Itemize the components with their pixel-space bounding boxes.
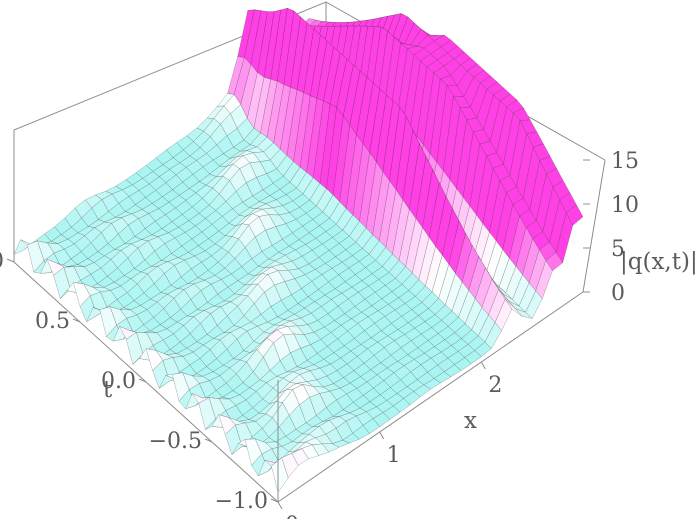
x-tick-label: 1 [387, 443, 401, 468]
tick-mark [6, 258, 15, 263]
tick-mark [72, 318, 81, 323]
t-tick-label: 0.5 [35, 309, 70, 334]
surface-patch [271, 457, 289, 493]
x-tick-label: 2 [488, 373, 502, 398]
z-tick-label: 15 [611, 149, 639, 174]
t-axis-label: t [103, 377, 113, 403]
tick-mark [480, 361, 486, 370]
t-tick-label: −1.0 [215, 489, 268, 514]
z-tick-label: 10 [611, 193, 639, 218]
t-axis-ticks: −1.0 −0.5 0.0 0.5 1.0 [0, 249, 279, 514]
surface-mesh [13, 8, 584, 493]
z-axis-label: |q(x,t)| [620, 249, 698, 275]
tick-mark [204, 438, 213, 443]
z-axis-ticks: 0 5 10 15 [583, 149, 639, 306]
x-axis-label: x [464, 408, 477, 434]
t-tick-label: 0.0 [101, 369, 136, 394]
z-tick-label: 5 [611, 237, 625, 262]
tick-mark [379, 431, 385, 440]
z-tick-label: 0 [611, 281, 625, 306]
t-tick-label: 1.0 [0, 249, 4, 274]
t-tick-label: −0.5 [149, 429, 202, 454]
x-tick-label: 0 [285, 513, 299, 519]
tick-mark [277, 501, 283, 510]
tick-mark [138, 378, 147, 383]
tick-mark [270, 498, 279, 503]
x-axis-ticks: 0 1 2 [277, 361, 502, 519]
